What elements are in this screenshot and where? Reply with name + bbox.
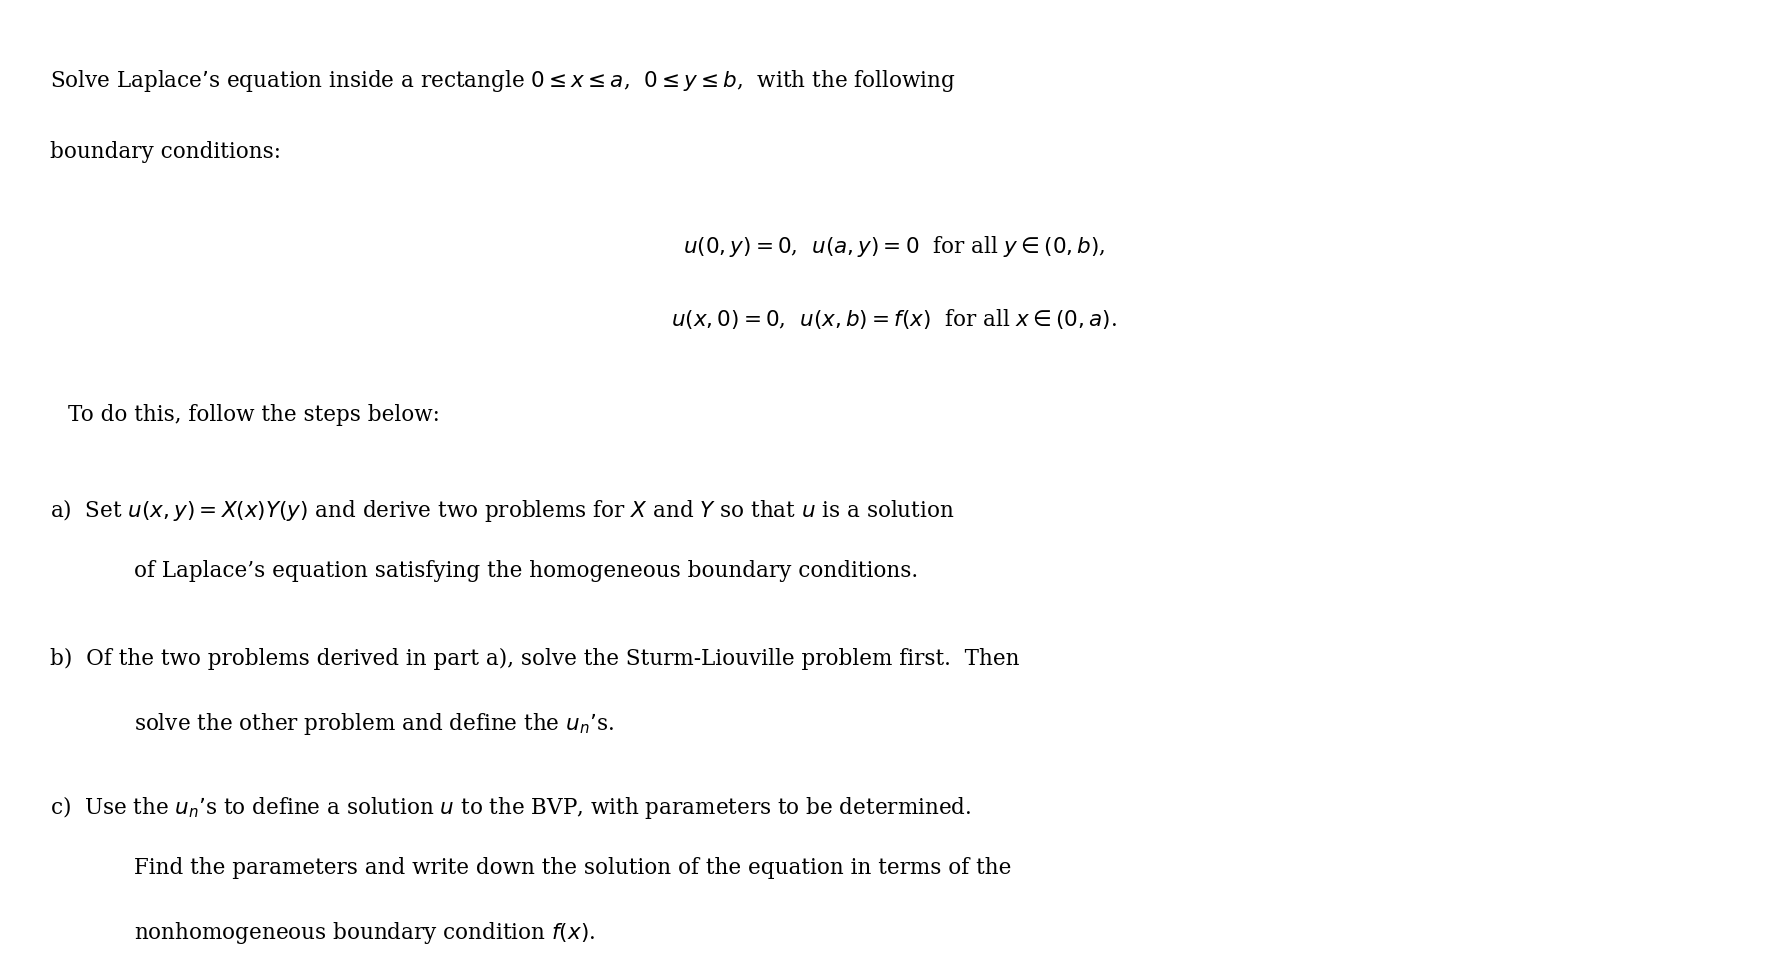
Text: b)  Of the two problems derived in part a), solve the Sturm-Liouville problem fi: b) Of the two problems derived in part a… (50, 648, 1019, 670)
Text: a)  Set $u(x, y) = X(x)Y(y)$ and derive two problems for $X$ and $Y$ so that $u$: a) Set $u(x, y) = X(x)Y(y)$ and derive t… (50, 497, 955, 524)
Text: c)  Use the $u_n$’s to define a solution $u$ to the BVP, with parameters to be d: c) Use the $u_n$’s to define a solution … (50, 794, 971, 821)
Text: $u(x, 0) = 0$,  $u(x, b) = f(x)$  for all $x \in (0, a)$.: $u(x, 0) = 0$, $u(x, b) = f(x)$ for all … (670, 307, 1118, 331)
Text: boundary conditions:: boundary conditions: (50, 141, 281, 164)
Text: solve the other problem and define the $u_n$’s.: solve the other problem and define the $… (134, 711, 613, 737)
Text: of Laplace’s equation satisfying the homogeneous boundary conditions.: of Laplace’s equation satisfying the hom… (134, 560, 919, 582)
Text: Find the parameters and write down the solution of the equation in terms of the: Find the parameters and write down the s… (134, 857, 1012, 880)
Text: To do this, follow the steps below:: To do this, follow the steps below: (68, 404, 440, 427)
Text: Solve Laplace’s equation inside a rectangle $0 \leq x \leq a$,  $0 \leq y \leq b: Solve Laplace’s equation inside a rectan… (50, 68, 955, 94)
Text: $u(0, y) = 0$,  $u(a, y) = 0$  for all $y \in (0, b)$,: $u(0, y) = 0$, $u(a, y) = 0$ for all $y … (683, 234, 1105, 259)
Text: nonhomogeneous boundary condition $f(x)$.: nonhomogeneous boundary condition $f(x)$… (134, 920, 595, 947)
